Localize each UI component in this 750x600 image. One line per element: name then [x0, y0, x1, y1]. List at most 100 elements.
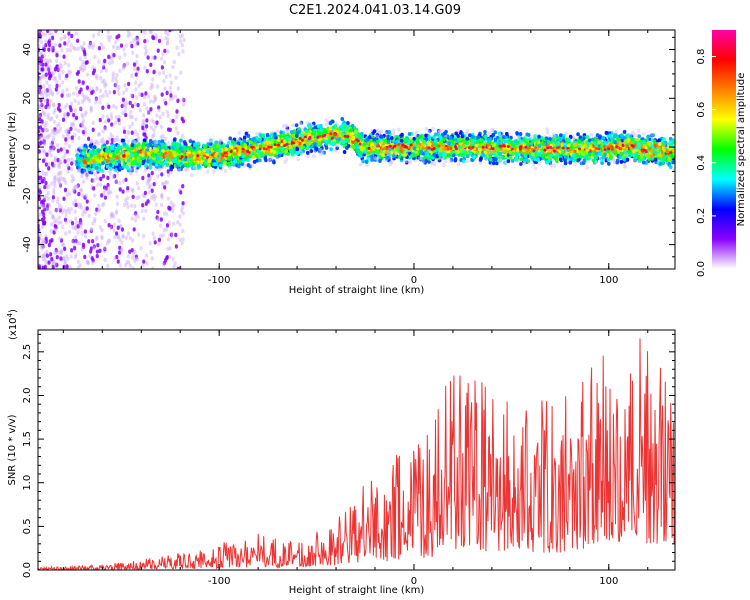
noise-dot — [168, 30, 172, 33]
ridge-dot — [443, 159, 448, 164]
noise-dot — [52, 219, 57, 225]
noise-dot — [107, 189, 111, 195]
noise-dot — [40, 54, 45, 59]
ridge-dot — [390, 135, 394, 140]
noise-dot — [50, 45, 54, 51]
noise-dot — [154, 124, 158, 129]
noise-dot — [159, 193, 164, 199]
noise-dot — [129, 109, 133, 115]
noise-dot — [120, 103, 124, 109]
noise-dot — [89, 246, 93, 251]
noise-dot — [50, 92, 55, 97]
noise-dot — [114, 76, 118, 81]
ridge-dot — [432, 162, 436, 167]
noise-dot — [57, 220, 61, 225]
noise-dot — [60, 209, 65, 215]
noise-dot — [166, 246, 170, 251]
ridge-dot — [284, 129, 288, 134]
noise-dot — [99, 68, 104, 74]
ridge-dot — [294, 123, 299, 128]
noise-dot — [39, 91, 43, 97]
noise-dot — [166, 127, 171, 132]
noise-dot — [45, 128, 49, 133]
noise-dot — [164, 180, 168, 185]
noise-dot — [141, 233, 146, 239]
noise-dot — [157, 71, 162, 76]
noise-dot — [143, 30, 147, 35]
ridge-dot — [572, 135, 576, 140]
noise-dot — [161, 233, 165, 238]
noise-dot — [76, 92, 80, 98]
noise-dot — [38, 125, 41, 131]
noise-dot — [84, 110, 88, 115]
noise-dot — [78, 221, 82, 226]
noise-dot — [140, 92, 144, 98]
noise-dot — [62, 35, 66, 40]
noise-dot — [152, 120, 156, 125]
ridge-dot — [290, 152, 295, 157]
ridge-dot — [95, 139, 99, 144]
noise-dot — [123, 52, 127, 57]
noise-dot — [58, 208, 63, 213]
noise-dot — [48, 58, 53, 64]
ridge-dot — [391, 129, 396, 134]
noise-dot — [154, 33, 158, 38]
ridge-dot — [264, 158, 268, 163]
noise-dot — [131, 50, 135, 55]
noise-dot — [93, 211, 98, 217]
noise-dot — [81, 242, 86, 248]
noise-dot — [159, 223, 163, 228]
noise-dot — [130, 130, 134, 135]
noise-dot — [73, 184, 77, 189]
noise-dot — [79, 106, 83, 112]
noise-dot — [85, 259, 89, 265]
noise-dot — [41, 244, 45, 249]
noise-dot — [58, 170, 62, 176]
noise-dot — [71, 188, 75, 193]
noise-dot — [70, 121, 75, 126]
noise-dot — [162, 211, 167, 216]
noise-dot — [63, 41, 67, 46]
noise-dot — [150, 82, 154, 87]
noise-dot — [136, 66, 140, 71]
noise-dot — [86, 260, 91, 266]
noise-dot — [167, 220, 171, 225]
noise-dot — [41, 31, 45, 37]
noise-dot — [163, 48, 167, 54]
noise-dot — [48, 36, 52, 41]
noise-dot — [178, 222, 182, 228]
noise-dot — [50, 257, 54, 262]
noise-dot — [69, 43, 73, 48]
noise-dot — [105, 93, 109, 98]
ridge-dot — [576, 132, 580, 137]
noise-dot — [144, 208, 148, 214]
noise-dot — [110, 122, 114, 127]
noise-dot — [43, 112, 47, 118]
noise-dot — [53, 183, 57, 188]
noise-dot — [45, 98, 50, 103]
ridge-dot — [306, 154, 310, 159]
noise-dot — [102, 201, 106, 206]
noise-dot — [146, 55, 150, 60]
noise-dot — [126, 30, 131, 34]
noise-dot — [44, 39, 48, 44]
noise-dot — [170, 30, 175, 33]
noise-dot — [42, 195, 47, 200]
noise-dot — [55, 53, 59, 58]
noise-dot — [145, 261, 149, 266]
noise-dot — [136, 132, 140, 137]
ridge-dot — [545, 127, 549, 132]
noise-dot — [88, 98, 92, 104]
noise-dot — [58, 72, 62, 77]
noise-dot — [142, 132, 146, 137]
noise-dot — [155, 113, 159, 118]
ridge-dot — [619, 159, 624, 164]
noise-dot — [54, 131, 58, 136]
noise-dot — [74, 252, 78, 258]
noise-dot — [123, 102, 127, 107]
noise-dot — [125, 87, 129, 92]
noise-dot — [181, 201, 185, 206]
noise-dot — [151, 266, 155, 269]
noise-dot — [166, 32, 170, 37]
noise-dot — [69, 101, 74, 106]
